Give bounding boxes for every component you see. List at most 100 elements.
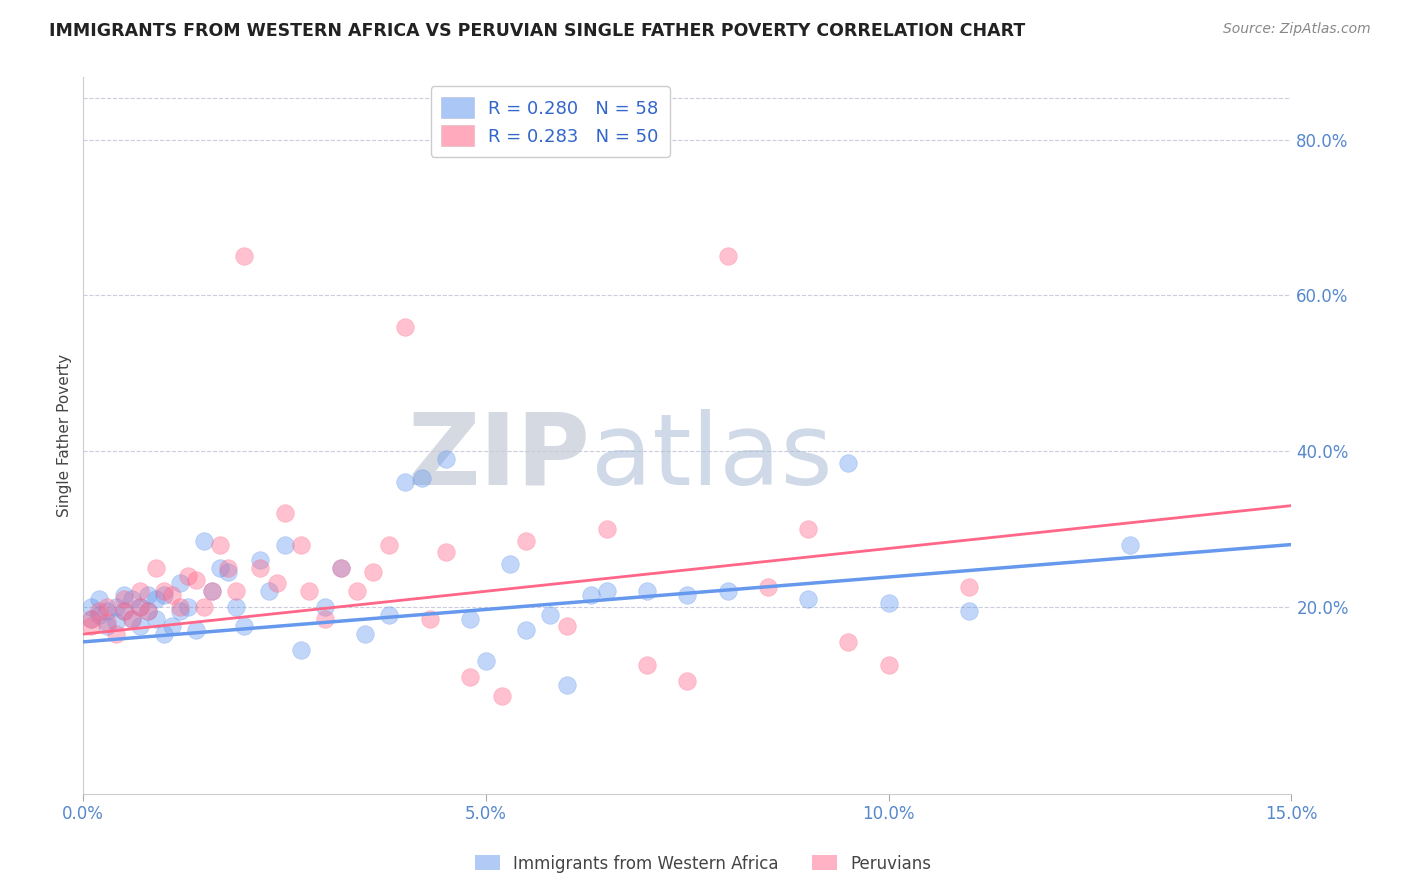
- Point: [290, 642, 312, 657]
- Point: [96, 604, 118, 618]
- Point: [249, 553, 271, 567]
- Point: [434, 451, 457, 466]
- Point: [145, 592, 167, 607]
- Point: [96, 599, 118, 614]
- Y-axis label: Single Father Poverty: Single Father Poverty: [58, 354, 72, 517]
- Point: [475, 654, 498, 668]
- Point: [515, 623, 537, 637]
- Point: [217, 561, 239, 575]
- Point: [419, 611, 441, 625]
- Point: [184, 573, 207, 587]
- Point: [225, 599, 247, 614]
- Point: [378, 607, 401, 622]
- Point: [225, 584, 247, 599]
- Point: [717, 250, 740, 264]
- Legend: Immigrants from Western Africa, Peruvians: Immigrants from Western Africa, Peruvian…: [468, 848, 938, 880]
- Point: [89, 604, 111, 618]
- Point: [411, 471, 433, 485]
- Point: [346, 584, 368, 599]
- Point: [201, 584, 224, 599]
- Point: [361, 565, 384, 579]
- Point: [330, 561, 353, 575]
- Point: [145, 561, 167, 575]
- Point: [121, 611, 143, 625]
- Point: [201, 584, 224, 599]
- Point: [636, 584, 658, 599]
- Point: [266, 576, 288, 591]
- Point: [596, 522, 619, 536]
- Point: [257, 584, 280, 599]
- Point: [596, 584, 619, 599]
- Point: [89, 592, 111, 607]
- Point: [112, 592, 135, 607]
- Point: [676, 588, 699, 602]
- Point: [193, 599, 215, 614]
- Text: atlas: atlas: [591, 409, 832, 506]
- Point: [153, 627, 176, 641]
- Point: [128, 619, 150, 633]
- Point: [314, 611, 336, 625]
- Point: [193, 533, 215, 548]
- Point: [797, 592, 820, 607]
- Point: [160, 619, 183, 633]
- Point: [330, 561, 353, 575]
- Point: [1119, 537, 1142, 551]
- Point: [717, 584, 740, 599]
- Point: [877, 596, 900, 610]
- Point: [96, 619, 118, 633]
- Point: [209, 561, 232, 575]
- Point: [128, 599, 150, 614]
- Point: [515, 533, 537, 548]
- Point: [314, 599, 336, 614]
- Point: [491, 690, 513, 704]
- Point: [96, 615, 118, 630]
- Point: [128, 599, 150, 614]
- Point: [184, 623, 207, 637]
- Point: [354, 627, 377, 641]
- Point: [128, 584, 150, 599]
- Point: [112, 604, 135, 618]
- Point: [394, 319, 416, 334]
- Point: [273, 537, 295, 551]
- Point: [136, 604, 159, 618]
- Text: ZIP: ZIP: [408, 409, 591, 506]
- Point: [499, 557, 522, 571]
- Point: [540, 607, 562, 622]
- Point: [136, 588, 159, 602]
- Point: [957, 604, 980, 618]
- Point: [756, 580, 779, 594]
- Point: [233, 250, 256, 264]
- Point: [80, 619, 103, 633]
- Point: [957, 580, 980, 594]
- Point: [233, 619, 256, 633]
- Point: [877, 658, 900, 673]
- Point: [177, 599, 200, 614]
- Point: [153, 584, 176, 599]
- Point: [104, 615, 127, 630]
- Point: [249, 561, 271, 575]
- Point: [104, 599, 127, 614]
- Point: [177, 568, 200, 582]
- Point: [169, 576, 191, 591]
- Point: [555, 619, 578, 633]
- Text: IMMIGRANTS FROM WESTERN AFRICA VS PERUVIAN SINGLE FATHER POVERTY CORRELATION CHA: IMMIGRANTS FROM WESTERN AFRICA VS PERUVI…: [49, 22, 1025, 40]
- Point: [837, 635, 859, 649]
- Point: [298, 584, 321, 599]
- Point: [112, 604, 135, 618]
- Point: [676, 673, 699, 688]
- Point: [80, 611, 103, 625]
- Point: [209, 537, 232, 551]
- Point: [434, 545, 457, 559]
- Point: [797, 522, 820, 536]
- Point: [121, 611, 143, 625]
- Point: [169, 604, 191, 618]
- Point: [636, 658, 658, 673]
- Point: [80, 611, 103, 625]
- Point: [394, 475, 416, 490]
- Point: [579, 588, 602, 602]
- Point: [153, 588, 176, 602]
- Point: [80, 599, 103, 614]
- Point: [458, 611, 481, 625]
- Legend: R = 0.280   N = 58, R = 0.283   N = 50: R = 0.280 N = 58, R = 0.283 N = 50: [430, 87, 669, 157]
- Point: [121, 592, 143, 607]
